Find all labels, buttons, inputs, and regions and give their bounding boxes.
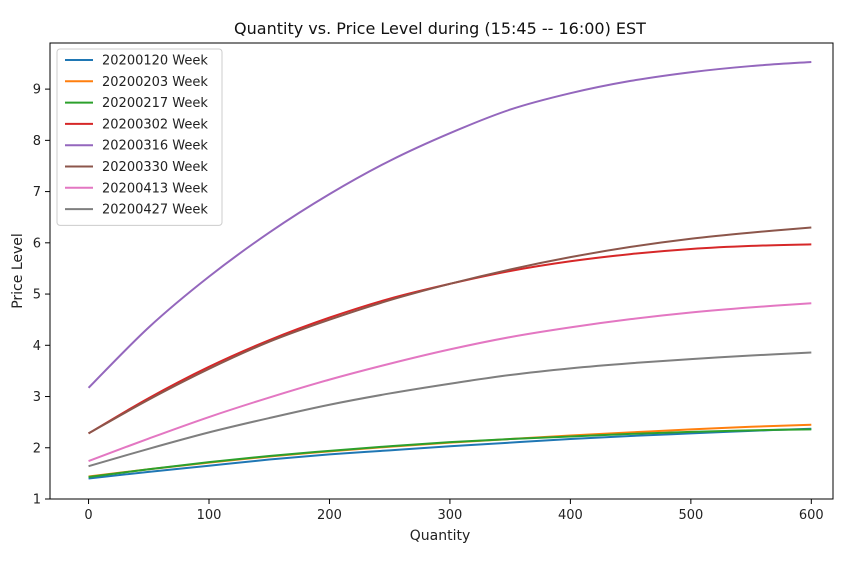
series-line-20200120 (88, 427, 812, 480)
x-tick-label: 400 (558, 508, 583, 523)
series-line-20200217 (88, 428, 812, 478)
x-tick-label: 200 (317, 508, 342, 523)
y-tick-label: 6 (33, 236, 41, 251)
plot-frame (49, 42, 834, 500)
y-tick-label: 3 (33, 390, 41, 405)
y-axis-title: Price Level (10, 233, 26, 309)
legend: 20200120 Week 20200203 Week 20200217 Week 2… (56, 48, 223, 226)
legend-label: 20200427 Week (102, 203, 208, 218)
x-axis-title: Quantity (410, 528, 471, 544)
plot-area: 0 100 200 300 400 500 600 1 2 3 4 5 6 7 8 9 20200120 Wee… (33, 42, 834, 523)
chart-title: Quantity vs. Price Level during (15:45 -… (234, 19, 646, 38)
series-line-20200413 (88, 302, 812, 463)
y-tick-label: 1 (33, 493, 41, 508)
series-line-20200316 (87, 60, 812, 389)
legend-label: 20200203 Week (102, 75, 208, 90)
legend-label: 20200413 Week (102, 181, 208, 196)
legend-label: 20200302 Week (102, 117, 208, 132)
series-line-20200427 (88, 351, 812, 468)
x-tick-label: 500 (678, 508, 703, 523)
x-tick-label: 300 (438, 508, 463, 523)
y-tick-label: 7 (33, 185, 41, 200)
x-tick-label: 600 (799, 508, 824, 523)
y-tick-label: 8 (33, 134, 41, 149)
y-tick-label: 2 (33, 441, 41, 456)
y-tick-label: 9 (33, 83, 41, 98)
legend-box (56, 48, 223, 226)
x-tick-label: 100 (197, 508, 222, 523)
y-tick-label: 4 (33, 339, 41, 354)
y-tick-label: 5 (33, 288, 41, 303)
series-line-20200330 (88, 226, 812, 435)
series-line-20200302 (88, 243, 812, 435)
legend-label: 20200217 Week (102, 96, 208, 111)
legend-label: 20200120 Week (102, 54, 208, 69)
legend-label: 20200316 Week (102, 139, 208, 154)
legend-label: 20200330 Week (102, 160, 208, 175)
x-tick-label: 0 (84, 508, 92, 523)
